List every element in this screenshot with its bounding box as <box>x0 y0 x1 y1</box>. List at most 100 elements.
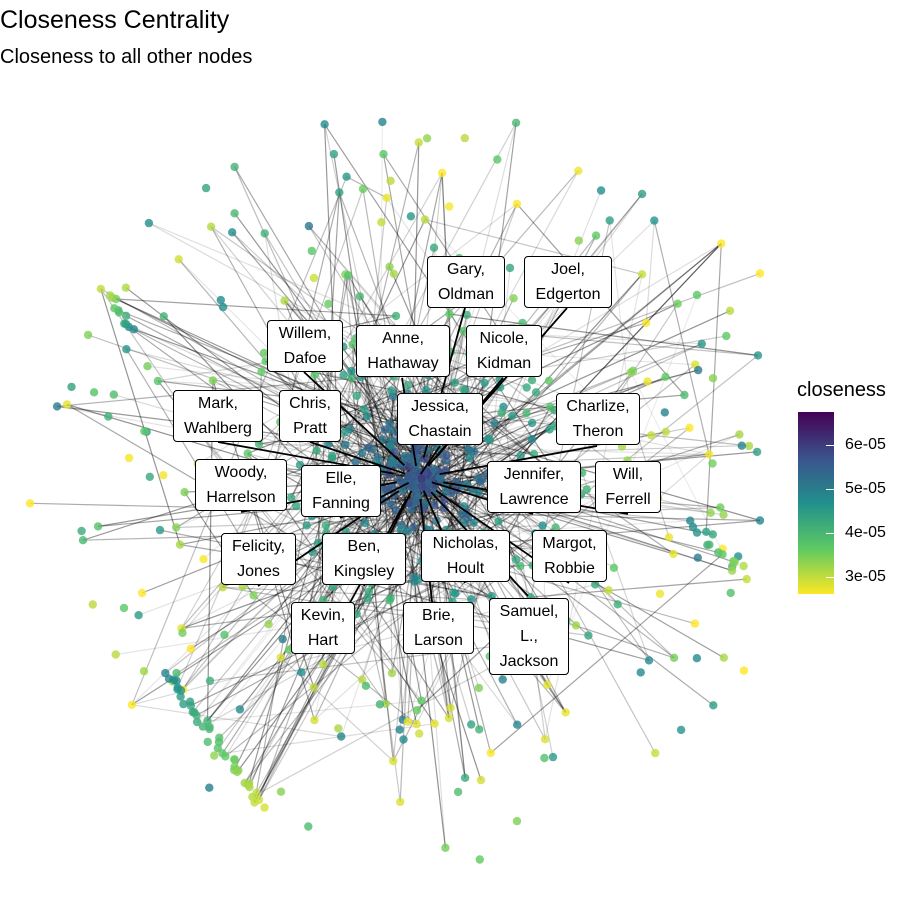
network-node <box>527 376 537 385</box>
network-edge <box>131 487 357 706</box>
network-node <box>378 435 387 444</box>
network-node <box>655 589 665 598</box>
network-node <box>474 683 484 693</box>
network-node <box>389 756 398 766</box>
network-node <box>389 269 398 278</box>
network-edge <box>157 380 568 406</box>
network-node <box>180 488 189 497</box>
network-node <box>321 521 331 530</box>
network-node <box>574 236 583 245</box>
network-edge <box>363 409 428 530</box>
network-node <box>604 586 613 595</box>
network-node <box>230 755 239 764</box>
network-node <box>417 481 427 491</box>
network-node <box>664 533 674 542</box>
network-node <box>417 696 426 705</box>
network-node <box>398 486 407 495</box>
network-node <box>722 331 731 341</box>
network-node <box>417 474 426 483</box>
network-node <box>387 425 396 435</box>
network-node <box>276 653 285 662</box>
network-node <box>486 748 495 758</box>
node-label-elle-fanning: Elle, Fanning <box>301 465 381 517</box>
network-node <box>176 692 185 701</box>
network-node <box>175 540 185 549</box>
network-node <box>252 788 261 797</box>
network-node <box>335 188 344 197</box>
network-node <box>591 231 601 240</box>
network-node <box>318 660 328 669</box>
network-edge <box>333 154 381 466</box>
network-node <box>650 216 659 225</box>
network-node <box>235 705 245 714</box>
network-edge <box>351 370 551 408</box>
network-edge <box>313 203 518 364</box>
network-node <box>430 719 439 728</box>
network-node <box>660 408 669 417</box>
network-node <box>309 273 319 283</box>
network-node <box>463 513 473 522</box>
network-node <box>104 412 113 421</box>
network-node <box>505 263 515 273</box>
network-node <box>420 215 430 224</box>
label-leader-line <box>439 445 598 476</box>
network-node <box>574 166 583 175</box>
network-node <box>210 751 219 760</box>
network-node <box>355 292 365 301</box>
network-node <box>462 310 471 320</box>
network-node <box>690 619 700 628</box>
network-node <box>230 162 239 172</box>
network-node <box>145 472 154 481</box>
network-node <box>705 540 714 549</box>
network-node <box>409 573 418 582</box>
network-node <box>420 454 430 464</box>
network-node <box>121 283 131 292</box>
network-node <box>527 418 537 428</box>
network-node <box>708 459 717 468</box>
network-node <box>540 753 549 763</box>
network-edge <box>212 379 417 398</box>
network-edge <box>471 366 554 758</box>
network-node <box>706 508 715 517</box>
network-node <box>96 284 106 294</box>
legend-tick-label: 4e-05 <box>845 524 886 541</box>
network-edge <box>100 288 181 545</box>
legend-colorbar <box>798 412 834 594</box>
network-node <box>465 453 474 462</box>
network-node <box>697 339 706 348</box>
network-node <box>685 423 694 432</box>
network-node <box>403 717 412 726</box>
network-node <box>692 654 702 663</box>
network-node <box>718 550 727 559</box>
network-edge <box>520 243 722 457</box>
network-node <box>218 583 227 592</box>
network-node <box>522 408 531 418</box>
network-edge <box>422 438 533 508</box>
network-node <box>254 795 264 805</box>
legend-tick-label: 5e-05 <box>845 480 886 497</box>
chart-title: Closeness Centrality <box>0 6 230 34</box>
node-label-anne-hathaway: Anne, Hathaway <box>356 325 450 377</box>
network-node <box>512 816 522 826</box>
network-node <box>414 138 423 147</box>
network-node <box>310 715 319 725</box>
network-edge <box>388 172 443 424</box>
network-node <box>310 370 320 379</box>
network-node <box>717 239 726 248</box>
network-node <box>119 603 129 613</box>
network-node <box>396 525 406 535</box>
network-node <box>144 218 154 228</box>
network-node <box>708 530 717 539</box>
node-label-chris-pratt: Chris, Pratt <box>279 390 341 442</box>
network-node <box>694 365 703 375</box>
network-node <box>719 510 728 519</box>
network-node <box>544 376 554 385</box>
network-node <box>386 500 396 509</box>
network-edge <box>490 553 723 754</box>
network-node <box>508 411 517 420</box>
network-node <box>609 563 619 572</box>
network-node <box>661 372 670 381</box>
network-node <box>435 473 444 482</box>
network-node <box>347 366 356 376</box>
network-node <box>739 666 749 675</box>
